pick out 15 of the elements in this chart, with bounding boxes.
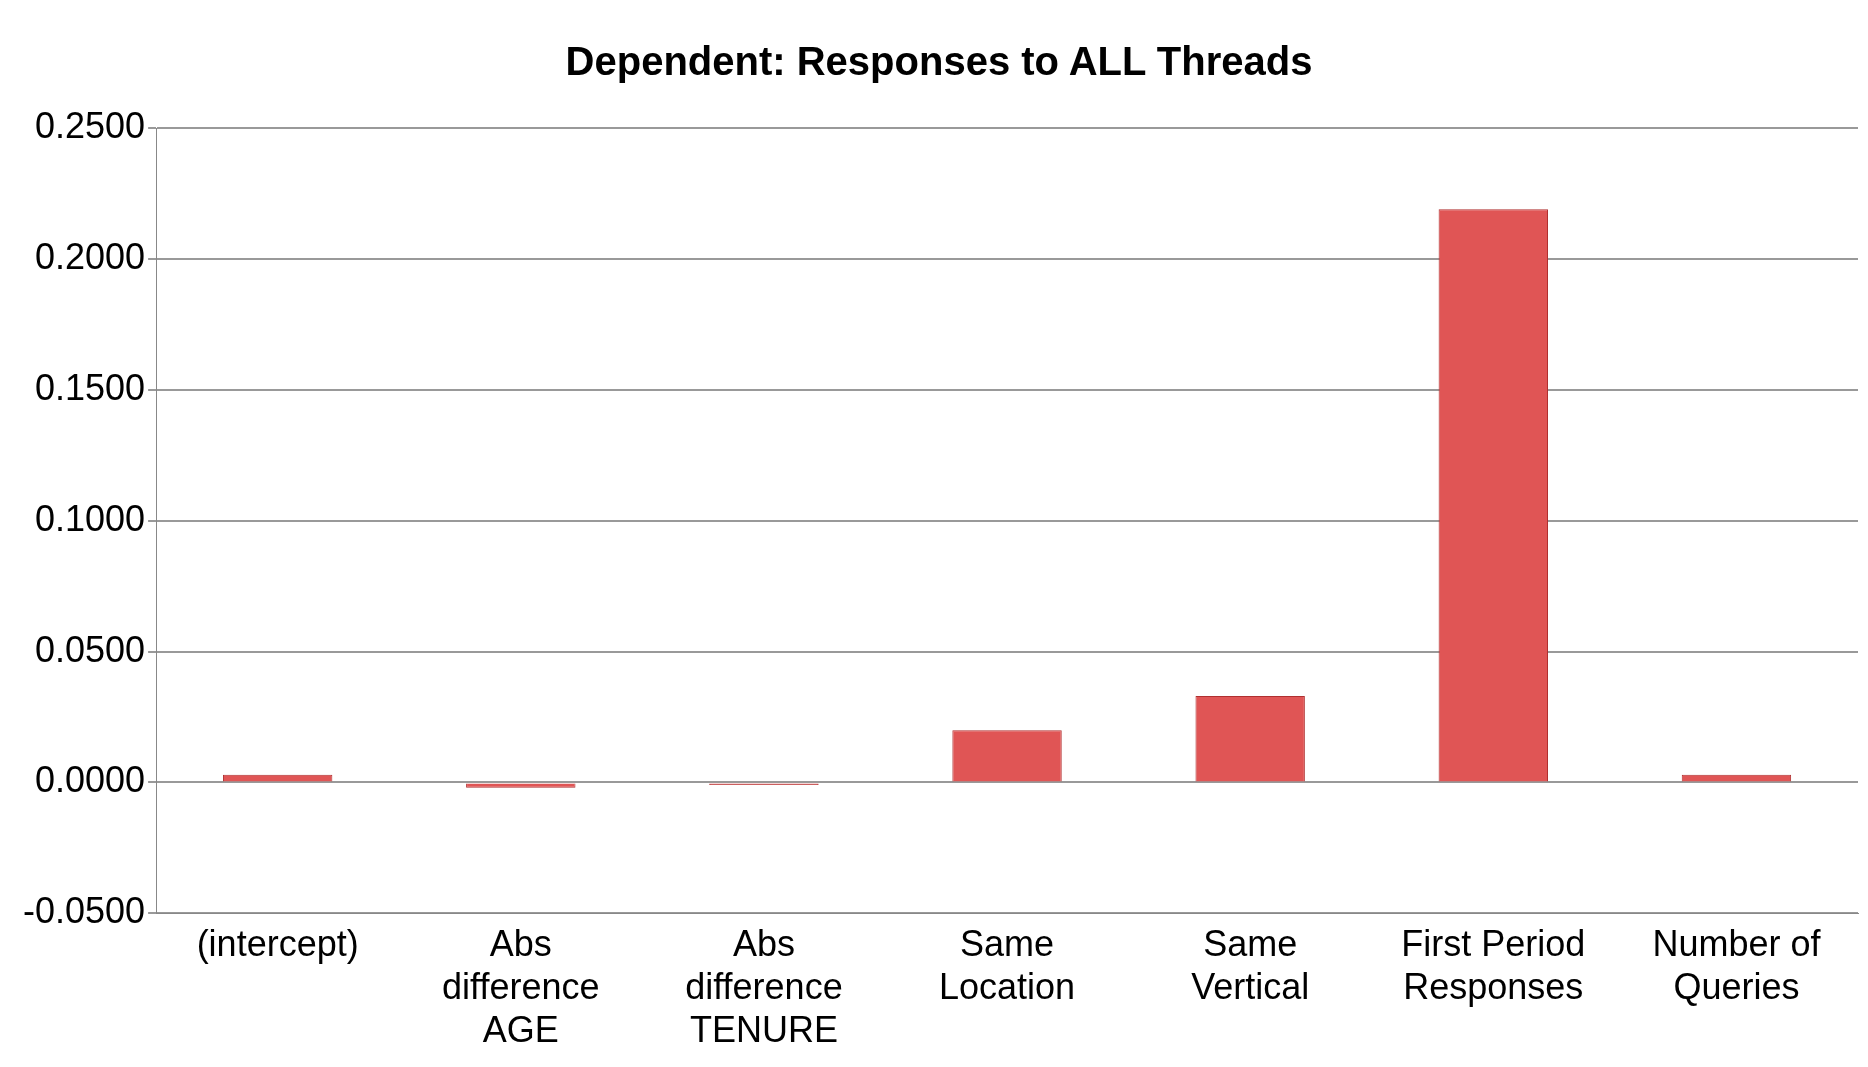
- y-tick-label: 0.0500: [34, 628, 146, 670]
- x-tick-label: Abs difference AGE: [442, 922, 600, 1051]
- chart-title: Dependent: Responses to ALL Threads: [565, 39, 1313, 84]
- y-tick-label: 0.0000: [34, 759, 146, 801]
- y-tick-label: 0.2500: [34, 104, 146, 146]
- y-tick-label: -0.0500: [22, 890, 146, 932]
- x-tick-label: Abs difference TENURE: [685, 922, 843, 1051]
- x-tick-label: Number of Queries: [1652, 922, 1822, 1008]
- x-tick-label: (intercept): [196, 922, 359, 964]
- y-tick-label: 0.1000: [34, 497, 146, 539]
- x-tick-label: Same Vertical: [1191, 922, 1310, 1008]
- x-tick-label: First Period Responses: [1401, 922, 1586, 1008]
- y-tick-label: 0.2000: [34, 235, 146, 277]
- x-tick-label: Same Location: [938, 922, 1076, 1008]
- y-tick-label: 0.1500: [34, 366, 146, 408]
